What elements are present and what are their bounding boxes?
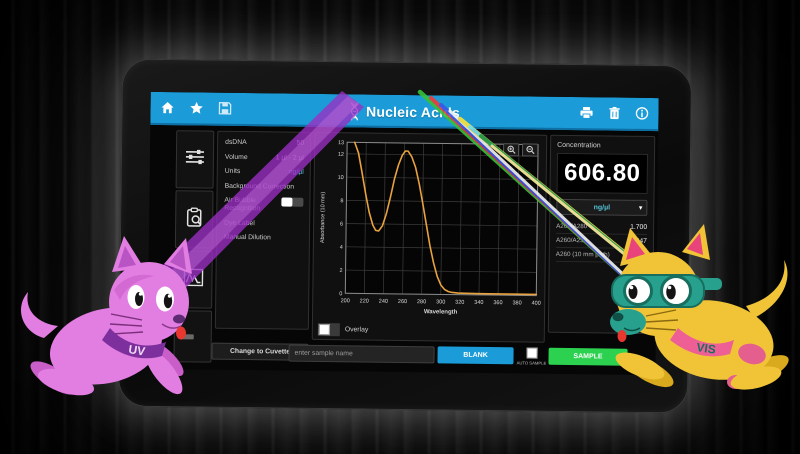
setting-row-background-correction[interactable]: Background Correction bbox=[225, 183, 304, 192]
overlay-checkbox[interactable] bbox=[318, 323, 330, 336]
blank-button[interactable]: BLANK bbox=[437, 346, 514, 365]
sidebar-tab-settings[interactable] bbox=[175, 130, 215, 189]
result-row: A260 (10 mm path) 12.136 bbox=[555, 247, 647, 263]
result-label: A260 (10 mm path) bbox=[555, 250, 610, 259]
unit-dropdown-value: ng/µl bbox=[593, 203, 611, 212]
info-icon[interactable] bbox=[635, 107, 649, 120]
setting-value: ng/µl bbox=[288, 168, 304, 176]
drawer-handle bbox=[179, 333, 194, 339]
svg-text:6: 6 bbox=[340, 222, 343, 228]
setting-label: Volume bbox=[224, 153, 248, 161]
svg-text:13: 13 bbox=[338, 140, 344, 146]
result-label: A260/A280 bbox=[556, 222, 588, 231]
auto-sample-checkbox[interactable] bbox=[526, 347, 538, 359]
air-bubble-toggle[interactable] bbox=[281, 197, 304, 208]
result-value: 2.247 bbox=[629, 237, 647, 245]
sample-name-input[interactable] bbox=[288, 344, 435, 364]
zoom-in-icon[interactable] bbox=[502, 143, 520, 157]
svg-text:4: 4 bbox=[340, 245, 343, 251]
setting-row-dye-label[interactable]: Dye Label bbox=[224, 219, 303, 228]
overlay-checkbox-wrap bbox=[317, 322, 340, 337]
auto-sample-label: AUTO SAMPLE bbox=[516, 360, 547, 366]
svg-text:260: 260 bbox=[398, 299, 407, 305]
svg-text:Absorbance (10 mm): Absorbance (10 mm) bbox=[320, 192, 327, 244]
spectrum-chart-panel: 200 220 240 260 280 300 320 340 360 380 400 0 2 4 6 8 10… bbox=[311, 131, 548, 343]
setting-row-manual-dilution[interactable]: Manual Dilution bbox=[224, 234, 303, 243]
toggle-knob bbox=[281, 197, 293, 207]
app-screen: Nucleic Acids bbox=[147, 91, 659, 376]
save-icon[interactable] bbox=[218, 101, 232, 115]
setting-value: 50 bbox=[296, 139, 305, 147]
setting-label: Background Correction bbox=[224, 182, 295, 191]
sliders-icon bbox=[185, 148, 205, 170]
setting-label: Air Bubble Recognition bbox=[224, 197, 261, 213]
result-label: A260/A230 bbox=[555, 236, 588, 245]
svg-text:10: 10 bbox=[338, 175, 344, 181]
svg-text:300: 300 bbox=[436, 299, 445, 305]
result-value: 1.700 bbox=[630, 223, 648, 231]
svg-text:240: 240 bbox=[379, 299, 388, 305]
svg-text:400: 400 bbox=[532, 301, 541, 307]
page-title-text: Nucleic Acids bbox=[365, 103, 461, 121]
svg-text:8: 8 bbox=[340, 198, 343, 204]
svg-text:12: 12 bbox=[338, 152, 344, 158]
svg-text:Wavelength: Wavelength bbox=[424, 309, 458, 315]
results-panel: Concentration 606.80 ng/µl ▾ A260/A280 1.… bbox=[547, 134, 656, 335]
setting-row-units[interactable]: Units ng/µl bbox=[225, 168, 304, 177]
svg-text:320: 320 bbox=[455, 300, 464, 306]
spectrum-icon bbox=[183, 268, 204, 291]
top-bar: Nucleic Acids bbox=[150, 91, 659, 132]
result-row: A260/A280 1.700 bbox=[556, 219, 648, 235]
setting-label: dsDNA bbox=[225, 138, 247, 147]
unit-dropdown[interactable]: ng/µl ▾ bbox=[556, 198, 648, 216]
svg-text:380: 380 bbox=[512, 300, 521, 306]
svg-text:200: 200 bbox=[341, 298, 350, 304]
concentration-heading: Concentration bbox=[557, 141, 601, 150]
result-value: 12.136 bbox=[625, 251, 647, 259]
vis-collar-label: VIS bbox=[696, 340, 717, 357]
setting-label: Manual Dilution bbox=[223, 233, 271, 242]
svg-text:340: 340 bbox=[474, 300, 483, 306]
sidebar-tab-spectra[interactable] bbox=[174, 250, 213, 309]
settings-panel: dsDNA 50 Volume 1 µl - 2 µl Units ng/µl Backgr… bbox=[214, 130, 312, 330]
setting-row-volume[interactable]: Volume 1 µl - 2 µl bbox=[225, 153, 304, 162]
svg-text:2: 2 bbox=[339, 268, 342, 274]
setting-row-air-bubble-recognition[interactable]: Air Bubble Recognition bbox=[224, 197, 304, 213]
sidebar-tab-extra[interactable] bbox=[173, 310, 213, 363]
svg-text:0: 0 bbox=[339, 291, 342, 297]
sidebar-tab-run-setup[interactable] bbox=[174, 190, 214, 249]
svg-text:220: 220 bbox=[360, 298, 369, 304]
overlay-label: Overlay bbox=[344, 326, 369, 334]
setting-value: 1 µl - 2 µl bbox=[275, 154, 304, 162]
setting-label: Dye Label bbox=[224, 219, 255, 227]
result-row: A260/A230 2.247 bbox=[555, 233, 648, 249]
svg-text:360: 360 bbox=[493, 300, 502, 306]
tablet-device: Nucleic Acids bbox=[117, 58, 693, 414]
concentration-value: 606.80 bbox=[556, 152, 649, 194]
absorbance-chart: 200 220 240 260 280 300 320 340 360 380 400 0 2 4 6 8 10… bbox=[320, 140, 541, 315]
home-icon[interactable] bbox=[160, 101, 174, 114]
setting-label: Units bbox=[224, 167, 241, 176]
svg-text:280: 280 bbox=[417, 299, 426, 305]
setting-row-dsdna[interactable]: dsDNA 50 bbox=[225, 139, 304, 148]
zoom-out-icon[interactable] bbox=[521, 143, 539, 157]
sample-button[interactable]: SAMPLE bbox=[548, 347, 628, 366]
trash-icon[interactable] bbox=[608, 106, 620, 120]
dna-icon bbox=[349, 101, 359, 120]
clipboard-search-icon bbox=[185, 207, 203, 232]
star-icon[interactable] bbox=[189, 101, 203, 114]
print-icon[interactable] bbox=[579, 106, 593, 119]
chevron-down-icon: ▾ bbox=[638, 204, 643, 212]
